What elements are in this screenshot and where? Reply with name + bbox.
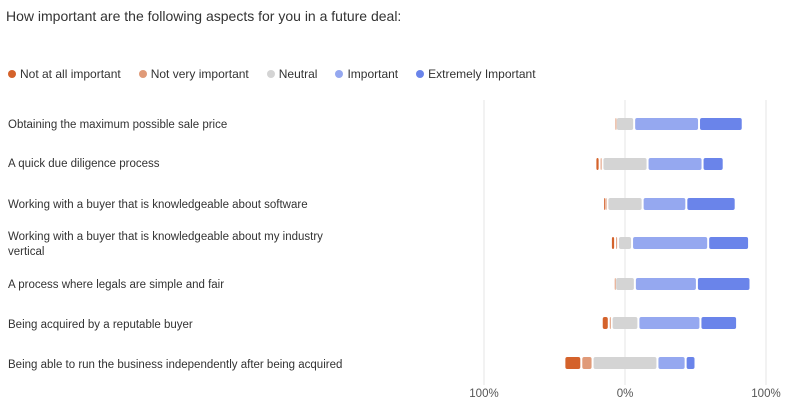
legend-label: Important — [347, 67, 399, 81]
legend-item-neutral[interactable]: Neutral — [266, 67, 318, 81]
x-tick-label: 0% — [617, 388, 634, 400]
category-label: A quick due diligence process — [8, 158, 160, 170]
legend-dot — [138, 70, 147, 78]
legend-dot — [416, 70, 425, 78]
bar-important[interactable] — [648, 158, 702, 170]
x-tick-label: 100% — [469, 388, 498, 400]
legend-dot — [335, 70, 344, 78]
bar-important[interactable] — [635, 278, 696, 290]
bar-important[interactable] — [658, 357, 685, 369]
bar-not-very-important[interactable] — [615, 118, 617, 130]
bar-important[interactable] — [635, 118, 699, 130]
legend-dot — [8, 70, 16, 78]
bar-extremely-important[interactable] — [701, 317, 737, 329]
bars-group — [565, 118, 750, 369]
legend-item-not-very-important[interactable]: Not very important — [138, 67, 249, 81]
bar-neutral[interactable] — [593, 357, 657, 369]
legend-item-not-at-all-important[interactable]: Not at all important — [8, 67, 121, 81]
bar-not-at-all-important[interactable] — [565, 357, 581, 369]
legend-item-extremely-important[interactable]: Extremely Important — [416, 67, 536, 81]
category-label: Working with a buyer that is knowledgeab… — [8, 231, 323, 258]
chart-title: How important are the following aspects … — [6, 8, 402, 24]
bar-neutral[interactable] — [618, 237, 632, 249]
legend-label: Extremely Important — [428, 67, 536, 81]
legend: Not at all important Not very important … — [8, 66, 554, 82]
bar-not-at-all-important[interactable] — [602, 317, 608, 329]
category-label: Obtaining the maximum possible sale pric… — [8, 119, 228, 131]
bar-extremely-important[interactable] — [686, 357, 695, 369]
bar-neutral[interactable] — [616, 118, 634, 130]
bar-important[interactable] — [639, 317, 700, 329]
bar-not-very-important[interactable] — [605, 198, 607, 210]
bar-neutral[interactable] — [616, 278, 634, 290]
category-label: Working with a buyer that is knowledgeab… — [8, 199, 308, 211]
bar-not-very-important[interactable] — [616, 237, 618, 249]
bar-extremely-important[interactable] — [687, 198, 735, 210]
legend-label: Neutral — [278, 67, 318, 81]
bar-not-at-all-important[interactable] — [596, 158, 599, 170]
bar-not-very-important[interactable] — [600, 158, 602, 170]
legend-item-important[interactable]: Important — [335, 67, 398, 81]
legend-label: Not at all important — [20, 67, 121, 81]
category-label: A process where legals are simple and fa… — [8, 279, 225, 291]
bar-extremely-important[interactable] — [697, 278, 750, 290]
bar-important[interactable] — [643, 198, 686, 210]
bar-not-at-all-important[interactable] — [611, 237, 615, 249]
legend-dot — [266, 70, 275, 78]
bar-neutral[interactable] — [603, 158, 647, 170]
bar-not-very-important[interactable] — [582, 357, 592, 369]
bar-extremely-important[interactable] — [703, 158, 723, 170]
bar-important[interactable] — [633, 237, 708, 249]
bar-extremely-important[interactable] — [700, 118, 742, 130]
bar-neutral[interactable] — [608, 198, 642, 210]
bar-neutral[interactable] — [612, 317, 638, 329]
bar-not-very-important[interactable] — [614, 278, 616, 290]
x-tick-label: 100% — [751, 388, 780, 400]
category-label: Being able to run the business independe… — [8, 359, 343, 371]
bar-extremely-important[interactable] — [709, 237, 749, 249]
legend-label: Not very important — [150, 67, 249, 81]
category-label: Being acquired by a reputable buyer — [8, 319, 193, 331]
bar-not-at-all-important[interactable] — [604, 198, 606, 210]
bar-not-very-important[interactable] — [609, 317, 611, 329]
